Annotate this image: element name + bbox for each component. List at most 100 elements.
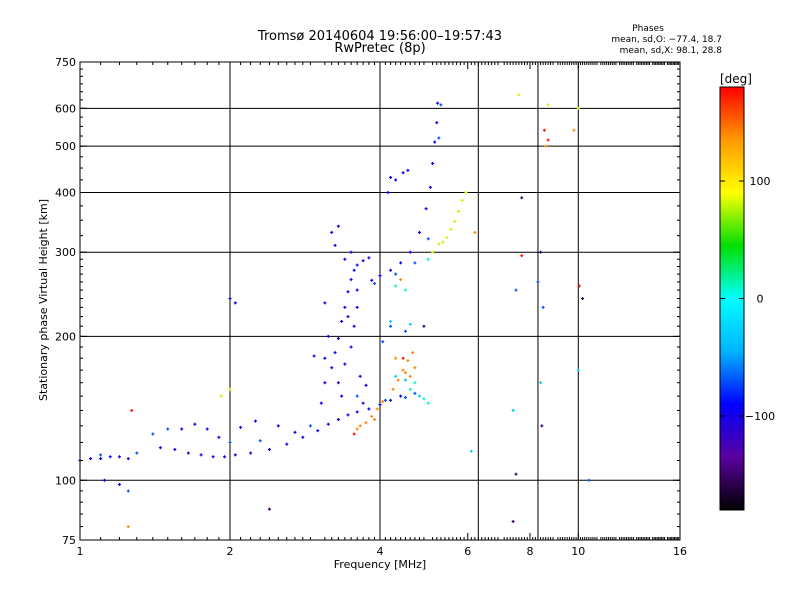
data-point bbox=[316, 429, 320, 433]
data-point bbox=[406, 359, 410, 363]
data-point bbox=[577, 284, 581, 288]
data-point bbox=[401, 171, 405, 175]
data-point bbox=[117, 482, 121, 486]
data-point bbox=[301, 435, 305, 439]
data-point bbox=[399, 278, 403, 282]
data-point bbox=[375, 407, 379, 411]
data-point bbox=[403, 395, 407, 399]
data-point bbox=[180, 427, 184, 431]
data-point bbox=[437, 242, 441, 246]
data-point bbox=[370, 278, 374, 282]
data-point bbox=[581, 297, 585, 301]
data-point bbox=[401, 356, 405, 360]
data-point bbox=[539, 381, 543, 385]
data-point bbox=[355, 305, 359, 309]
data-point bbox=[394, 356, 398, 360]
data-point bbox=[267, 447, 271, 451]
data-point bbox=[308, 424, 312, 428]
x-tick-label: 8 bbox=[527, 545, 534, 558]
x-tick-label: 10 bbox=[571, 545, 585, 558]
data-point bbox=[431, 250, 435, 254]
data-point bbox=[352, 324, 356, 328]
colorbar: [deg] 100 0 −100 bbox=[719, 72, 775, 511]
data-point bbox=[413, 391, 417, 395]
data-point bbox=[373, 282, 377, 286]
data-point bbox=[336, 224, 340, 228]
data-point bbox=[389, 319, 393, 323]
data-point bbox=[364, 421, 368, 425]
data-point bbox=[511, 519, 515, 523]
x-axis-label: Frequency [MHz] bbox=[334, 558, 426, 571]
data-point bbox=[336, 418, 340, 422]
data-point bbox=[413, 366, 417, 370]
data-point bbox=[349, 250, 353, 254]
x-tick-labels: 1 2 4 6 8 10 16 bbox=[77, 545, 688, 558]
data-point bbox=[130, 408, 134, 412]
data-point bbox=[219, 394, 223, 398]
data-point bbox=[326, 334, 330, 338]
data-point bbox=[572, 128, 576, 132]
data-point bbox=[293, 430, 297, 434]
x-tick-label: 1 bbox=[77, 545, 84, 558]
data-point bbox=[99, 453, 103, 457]
data-point bbox=[346, 290, 350, 294]
grid-lines bbox=[80, 62, 680, 540]
data-point bbox=[151, 432, 155, 436]
data-point bbox=[103, 478, 107, 482]
data-point bbox=[441, 240, 445, 244]
data-point bbox=[437, 136, 441, 140]
data-point bbox=[473, 230, 477, 234]
data-point bbox=[389, 268, 393, 272]
data-point bbox=[117, 455, 121, 459]
data-point bbox=[361, 259, 365, 263]
data-point bbox=[399, 394, 403, 398]
data-point bbox=[403, 371, 407, 375]
data-point bbox=[217, 435, 221, 439]
data-point bbox=[540, 424, 544, 428]
data-point bbox=[158, 446, 162, 450]
data-point bbox=[193, 422, 197, 426]
data-point bbox=[514, 472, 518, 476]
data-point bbox=[511, 408, 515, 412]
data-point bbox=[166, 427, 170, 431]
data-point bbox=[355, 288, 359, 292]
data-point bbox=[108, 455, 112, 459]
data-point bbox=[445, 236, 449, 240]
data-point bbox=[431, 161, 435, 165]
data-point bbox=[394, 272, 398, 276]
data-point bbox=[426, 257, 430, 261]
data-point bbox=[323, 301, 327, 305]
data-point bbox=[370, 414, 374, 418]
data-point bbox=[517, 93, 521, 97]
data-point bbox=[394, 374, 398, 378]
data-point bbox=[426, 237, 430, 241]
data-point bbox=[587, 478, 591, 482]
data-point bbox=[378, 403, 382, 407]
data-point bbox=[403, 288, 407, 292]
data-point bbox=[536, 280, 540, 284]
data-point bbox=[381, 400, 385, 404]
data-point bbox=[422, 324, 426, 328]
data-point bbox=[89, 457, 93, 461]
data-point bbox=[276, 424, 280, 428]
y-tick-label: 200 bbox=[55, 330, 76, 343]
data-point bbox=[340, 319, 344, 323]
data-point bbox=[389, 398, 393, 402]
y-axis-label: Stationary phase Virtual Height [km] bbox=[37, 199, 50, 401]
data-point bbox=[460, 198, 464, 202]
axes bbox=[79, 61, 681, 541]
data-point bbox=[367, 256, 371, 260]
data-point bbox=[546, 138, 550, 142]
data-point bbox=[439, 103, 443, 107]
data-point bbox=[394, 284, 398, 288]
data-point bbox=[361, 401, 365, 405]
data-point bbox=[413, 381, 417, 385]
data-point bbox=[336, 381, 340, 385]
data-point bbox=[352, 268, 356, 272]
data-point bbox=[349, 345, 353, 349]
data-point bbox=[355, 427, 359, 431]
data-point bbox=[417, 394, 421, 398]
data-point bbox=[469, 449, 473, 453]
data-point bbox=[576, 368, 580, 372]
data-point bbox=[253, 419, 257, 423]
